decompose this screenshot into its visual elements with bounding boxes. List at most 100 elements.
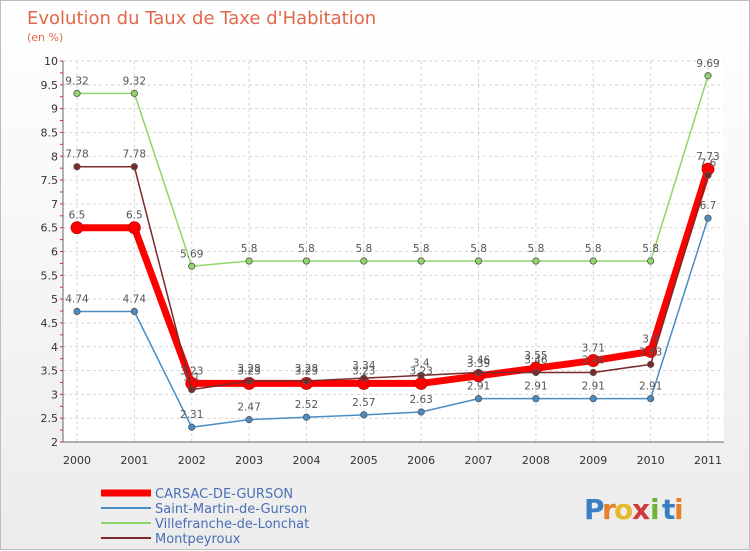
series-line-3 — [76, 75, 709, 268]
x-tick-label: 2007 — [465, 454, 493, 467]
series-point-1 — [586, 354, 600, 367]
data-label-1: 3.9 — [642, 334, 659, 346]
data-label-3: 5.8 — [355, 243, 372, 255]
series-point-4 — [245, 377, 253, 385]
series-point-3 — [188, 262, 196, 270]
series-point-1 — [414, 377, 428, 390]
series-line-2 — [76, 217, 709, 428]
logo-letter: i — [650, 493, 660, 526]
series-point-2 — [302, 413, 311, 421]
y-tick-label: 6 — [51, 246, 58, 259]
x-tick-label: 2009 — [579, 454, 607, 467]
data-label-3: 5.8 — [528, 243, 545, 255]
data-label-2: 4.74 — [65, 294, 89, 306]
data-label-2: 2.57 — [352, 397, 375, 409]
x-tick-label: 2001 — [120, 454, 148, 467]
logo-letter: P — [584, 493, 605, 526]
y-tick-label: 8 — [51, 150, 58, 163]
x-tick-label: 2008 — [522, 454, 550, 467]
data-label-3: 5.8 — [413, 243, 430, 255]
data-label-4: 3.34 — [352, 360, 376, 372]
data-label-4: 7.6 — [700, 157, 717, 169]
series-point-3 — [360, 257, 368, 265]
series-point-2 — [360, 411, 368, 419]
data-label-1: 3.55 — [524, 350, 547, 362]
series-point-2 — [73, 307, 81, 316]
y-tick-label: 5.5 — [41, 269, 59, 282]
grid — [63, 60, 724, 443]
data-label-2: 6.7 — [700, 200, 717, 212]
series-point-1 — [70, 221, 84, 235]
series-point-4 — [532, 368, 540, 377]
logo-letter: r — [602, 493, 616, 526]
y-tick-label: 6.5 — [41, 222, 59, 235]
data-label-4: 3.28 — [237, 363, 260, 375]
data-label-3: 5.8 — [642, 243, 659, 255]
series-point-3 — [532, 257, 540, 265]
series-point-3 — [647, 257, 655, 265]
series-point-4 — [73, 163, 81, 171]
data-label-1: 7.73 — [696, 151, 719, 163]
y-tick-label: 2 — [51, 436, 58, 449]
series-point-4 — [130, 163, 138, 171]
data-label-1: 3.39 — [467, 358, 490, 370]
data-label-3: 5.69 — [180, 248, 203, 260]
series-point-4 — [188, 386, 196, 394]
data-label-1: 3.23 — [409, 365, 432, 377]
x-tick-label: 2010 — [637, 454, 665, 467]
y-tick-label: 3.5 — [41, 365, 59, 378]
series-point-2 — [647, 395, 655, 403]
series-point-2 — [188, 423, 196, 431]
series-point-1 — [127, 221, 141, 235]
x-tick-label: 2006 — [407, 454, 435, 467]
series-point-3 — [417, 257, 425, 265]
legend-label-3: Villefranche-de-Lonchat — [155, 517, 309, 532]
series-point-3 — [245, 257, 253, 265]
data-label-1: 6.5 — [69, 210, 86, 222]
data-label-2: 2.52 — [295, 399, 318, 411]
data-label-1: 3.23 — [295, 365, 318, 377]
logo-letter: x — [632, 493, 650, 526]
data-label-1: 3.23 — [352, 365, 375, 377]
logo-letter: i — [674, 493, 684, 526]
legend-label-2: Saint-Martin-de-Gurson — [155, 502, 307, 517]
y-tick-label: 4 — [51, 341, 58, 354]
x-tick-label: 2005 — [350, 454, 378, 467]
data-label-4: 3.46 — [467, 354, 491, 366]
y-tick-label: 8.5 — [41, 126, 59, 139]
data-label-4: 3.4 — [413, 357, 430, 369]
series-point-4 — [302, 377, 311, 385]
data-label-2: 2.91 — [524, 381, 547, 393]
data-label-2: 2.47 — [237, 402, 260, 414]
y-tick-label: 9.5 — [41, 79, 59, 92]
data-label-3: 9.32 — [65, 75, 88, 87]
logo-letter: t — [662, 493, 675, 526]
data-labels: 6.5 6.53.23 3.23 3.23 3.23 3.233.393.553.713.… — [65, 58, 719, 421]
data-label-3: 5.8 — [241, 243, 258, 255]
chart-title: Evolution du Taux de Taxe d'Habitation — [27, 8, 376, 29]
series-point-3 — [589, 257, 597, 265]
data-label-1: 3.23 — [180, 365, 203, 377]
data-label-3: 5.8 — [585, 243, 602, 255]
series-point-2 — [130, 307, 138, 316]
x-tick-label: 2002 — [178, 454, 206, 467]
data-label-3: 5.8 — [470, 243, 487, 255]
y-tick-label: 4.5 — [41, 317, 59, 330]
series-point-4 — [647, 360, 655, 368]
data-label-3: 5.8 — [298, 243, 315, 255]
series-point-2 — [417, 408, 425, 416]
data-label-1: 6.5 — [126, 210, 143, 222]
x-tick-label: 2004 — [292, 454, 320, 467]
data-label-4: 7.78 — [123, 149, 146, 161]
axes: 2 2.5 3 3.5 4 4.5 5 5.5 6 6.5 7 7.5 8 8.5 9 9.5 10 2000 20… — [41, 55, 724, 467]
legend-label-4: Montpeyroux — [155, 532, 241, 547]
x-tick-label: 2003 — [235, 454, 263, 467]
series-point-3 — [302, 257, 311, 265]
y-tick-label: 9 — [51, 103, 58, 116]
series-point-3 — [130, 89, 138, 97]
data-label-1: 3.71 — [582, 343, 605, 355]
y-tick-label: 3 — [51, 388, 58, 401]
series-point-2 — [532, 395, 540, 403]
